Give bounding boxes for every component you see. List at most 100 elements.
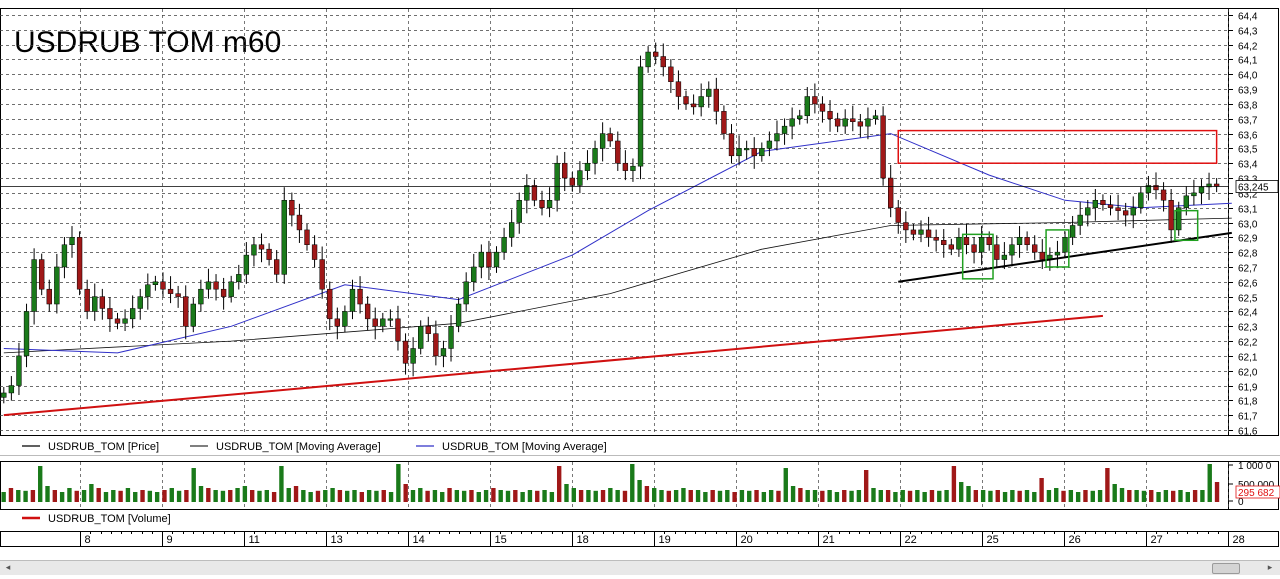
scroll-left-icon[interactable]: ◂ (5, 563, 11, 573)
volume-panel-frame (0, 461, 1279, 510)
candle-body (349, 288, 356, 312)
candle-body (486, 251, 492, 268)
price-tick-label: 64,0 (1238, 71, 1258, 82)
candle-body (956, 237, 962, 250)
volume-bar (1134, 490, 1139, 502)
volume-bar (681, 488, 686, 502)
candle-body (698, 96, 704, 108)
volume-bar (754, 490, 759, 502)
volume-bar (937, 490, 942, 502)
candle-body (569, 177, 575, 186)
candle-body (8, 385, 15, 394)
horizontal-scrollbar[interactable]: ◂ ▸ (0, 560, 1280, 575)
candle-body (418, 326, 424, 349)
price-tick-label: 64,1 (1238, 56, 1258, 67)
candle-body (16, 355, 22, 386)
volume-bar (8, 488, 14, 502)
candle-body (258, 244, 265, 250)
scroll-thumb[interactable] (1212, 563, 1240, 574)
candle-body (751, 148, 757, 157)
candle-body (690, 103, 697, 108)
volume-bar (768, 490, 774, 502)
pattern-box (1174, 209, 1199, 242)
volume-bar (257, 490, 262, 502)
volume-bar (359, 492, 365, 502)
volume-bar (959, 482, 964, 502)
candle-body (243, 254, 250, 275)
volume-bar (820, 490, 825, 502)
volume-bar (776, 490, 781, 502)
volume-bar (900, 490, 905, 502)
volume-bar (125, 488, 131, 502)
candle-body (478, 251, 485, 268)
volume-bar (630, 464, 635, 502)
candle-body (675, 81, 682, 97)
volume-bar (652, 488, 657, 502)
volume-bar (454, 490, 460, 502)
volume-bar (798, 488, 803, 502)
volume-bar (220, 490, 226, 502)
candle-body (183, 296, 189, 327)
pattern-box (961, 233, 994, 280)
candle-body (812, 96, 818, 105)
price-tick-label: 62,6 (1238, 279, 1258, 290)
volume-bar (732, 492, 737, 502)
candle-body (888, 177, 894, 208)
volume-bar (388, 492, 394, 502)
volume-bar (1054, 488, 1059, 502)
date-tick-label: 26 (1069, 534, 1081, 546)
candle-body (107, 308, 113, 320)
candle-body (554, 162, 560, 201)
candle-body (364, 303, 371, 320)
volume-bar (366, 490, 372, 502)
candle-body (1009, 244, 1015, 256)
candle-body (933, 237, 939, 241)
volume-bar (644, 486, 650, 502)
scroll-right-icon[interactable]: ▸ (1267, 563, 1273, 573)
candle-body (266, 248, 272, 260)
date-tick-label: 20 (741, 534, 753, 546)
volume-bar (271, 492, 277, 502)
volume-bar (527, 490, 533, 502)
volume-bar (1061, 490, 1066, 502)
legend-volume-label: USDRUB_TOM [Volume] (48, 513, 171, 525)
candle-body (410, 348, 416, 364)
legend-ma-blue-label: USDRUB_TOM [Moving Average] (442, 441, 607, 453)
volume-bar (483, 490, 489, 502)
candle-body (152, 281, 159, 285)
candle-body (630, 165, 636, 171)
volume-bar (710, 490, 715, 502)
volume-bar (67, 488, 72, 502)
candle-body (1176, 207, 1182, 231)
volume-bar (622, 490, 628, 502)
volume-bar (1207, 464, 1212, 502)
candle-body (721, 111, 727, 134)
candle-body (281, 200, 287, 275)
volume-bar (301, 490, 306, 502)
volume-bar (513, 490, 518, 502)
volume-bar (432, 490, 438, 502)
volume-bar (505, 490, 511, 502)
price-tick-label: 64,4 (1238, 12, 1258, 23)
volume-bar (279, 466, 284, 502)
volume-bar (564, 484, 569, 502)
price-tick-label: 63,6 (1238, 131, 1258, 142)
date-tick-label: 19 (659, 534, 671, 546)
candle-body (175, 293, 181, 297)
candle-body (122, 318, 128, 324)
candle-body (1183, 195, 1189, 208)
price-tick-label: 61,9 (1238, 383, 1258, 394)
volume-bar (922, 492, 927, 502)
resistance-zone-box (897, 129, 1218, 164)
candle-body (546, 200, 553, 208)
candle-body (1016, 237, 1023, 245)
candle-body (850, 118, 856, 122)
volume-bar (578, 490, 584, 502)
volume-bar (747, 490, 752, 502)
candle-body (1069, 225, 1076, 238)
volume-bar (1097, 490, 1103, 502)
candle-body (1092, 200, 1099, 208)
red-trendline (3, 314, 1104, 417)
candle-body (1115, 207, 1121, 211)
candle-body (577, 170, 583, 186)
